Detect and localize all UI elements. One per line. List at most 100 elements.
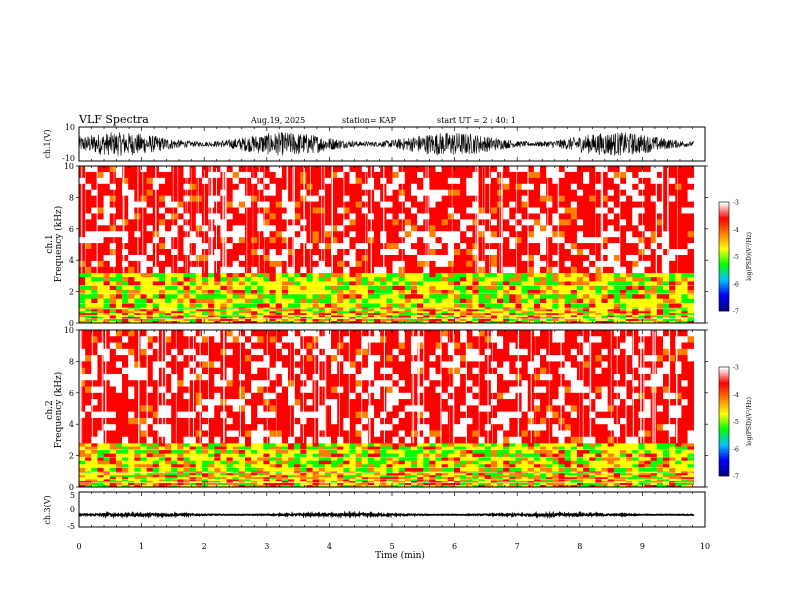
spectrogram-cell: [109, 260, 117, 268]
spectrogram-cell: [441, 260, 449, 268]
spectrogram-cell: [109, 281, 117, 287]
spectrogram-cell: [478, 171, 486, 179]
spectrogram-cell: [214, 453, 221, 458]
spectrogram-cell: [85, 213, 92, 220]
spectrogram-streak: [323, 166, 326, 273]
spectrogram-cell: [158, 249, 166, 256]
spectrogram-cell: [515, 309, 522, 312]
spectrogram-cell: [558, 177, 565, 185]
spectrogram-cell: [146, 285, 154, 291]
spectrogram-cell: [128, 443, 135, 447]
spectrogram-cell: [607, 298, 615, 304]
spectrogram-cell: [294, 321, 301, 324]
spectrogram-cell: [244, 213, 252, 220]
spectrogram-cell: [128, 290, 135, 295]
spectrogram-cell: [460, 479, 467, 482]
spectrogram-cell: [466, 243, 473, 250]
spectrogram-cell: [410, 177, 418, 185]
spectrogram-cell: [208, 446, 215, 451]
spectrogram-cell: [656, 266, 664, 274]
spectrogram-cell: [478, 475, 486, 478]
spectrogram-cell: [349, 207, 356, 214]
spectrogram-cell: [128, 213, 135, 220]
spectrogram-cell: [306, 290, 313, 295]
spectrogram-cell: [122, 311, 129, 314]
spectrogram-cell: [300, 450, 307, 454]
spectrogram-cell: [355, 281, 363, 287]
spectrogram-cell: [355, 457, 363, 461]
spectrogram-cell: [91, 467, 98, 472]
spectrogram-cell: [675, 177, 682, 185]
spectrogram-cell: [626, 321, 633, 324]
spectrogram-cell: [97, 479, 104, 482]
spectrogram-cell: [171, 321, 178, 324]
spectrogram-cell: [503, 311, 510, 314]
spectrogram-cell: [650, 243, 658, 250]
spectrogram-cell: [263, 471, 270, 474]
spectrogram-cell: [453, 294, 461, 299]
spectrogram-cell: [570, 471, 578, 474]
spectrogram-cell: [619, 285, 627, 291]
spectrogram-cell: [601, 195, 608, 202]
spectrogram-cell: [392, 453, 399, 458]
spectrogram-cell: [435, 290, 442, 295]
spectrogram-cell: [576, 313, 584, 316]
frequency-tick-label: 8: [69, 193, 74, 202]
spectrogram-cell: [564, 183, 572, 191]
spectrogram-cell: [613, 272, 621, 278]
spectrogram-cell: [466, 195, 473, 202]
spectrogram-cell: [546, 266, 553, 274]
spectrogram-cell: [288, 237, 295, 244]
spectrogram-cell: [195, 315, 203, 318]
spectrogram-cell: [478, 254, 486, 262]
spectrogram-cell: [374, 464, 381, 469]
spectrogram-cell: [435, 471, 442, 474]
spectrogram-cell: [681, 171, 688, 179]
spectrogram-cell: [533, 254, 541, 262]
spectrogram-cell: [140, 195, 147, 202]
spectrogram-cell: [540, 219, 547, 226]
spectrogram-cell: [158, 171, 166, 179]
spectrogram-cell: [632, 243, 639, 250]
spectrogram-cell: [158, 272, 166, 278]
spectrogram-cell: [583, 302, 590, 308]
spectrogram-cell: [158, 311, 166, 314]
spectrogram-cell: [324, 189, 332, 196]
spectrogram-cell: [306, 483, 313, 486]
spectrogram-cell: [386, 473, 393, 476]
spectrogram-cell: [312, 479, 320, 482]
spectrogram-cell: [318, 290, 326, 295]
spectrogram-cell: [343, 195, 350, 202]
spectrogram-cell: [343, 266, 350, 274]
spectrogram-cell: [663, 277, 670, 282]
spectrogram-cell: [533, 471, 541, 474]
spectrogram-cell: [134, 467, 141, 472]
spectrogram-cell: [201, 485, 209, 488]
spectrogram-cell: [681, 313, 688, 316]
spectrogram-cell: [201, 171, 209, 179]
spectrogram-cell: [570, 272, 578, 278]
spectrogram-cell: [484, 477, 492, 480]
spectrogram-cell: [85, 290, 92, 295]
spectrogram-cell: [669, 189, 676, 196]
spectrogram-cell: [214, 225, 221, 232]
spectrogram-cell: [152, 272, 160, 278]
spectrogram-cell: [589, 272, 596, 278]
spectrogram-cell: [540, 272, 547, 278]
spectrogram-cell: [177, 464, 184, 469]
spectrogram-cell: [318, 453, 326, 458]
spectrogram-cell: [404, 277, 412, 282]
spectrogram-cell: [244, 313, 252, 316]
spectrogram-cell: [533, 473, 541, 476]
spectrogram-cell: [410, 321, 418, 324]
spectrogram-cell: [607, 219, 615, 226]
spectrogram-cell: [134, 309, 141, 312]
spectrogram-cell: [490, 315, 498, 318]
spectrogram-cell: [478, 272, 486, 278]
spectrogram-cell: [589, 277, 596, 282]
spectrogram-cell: [404, 266, 412, 274]
spectrogram-cell: [509, 313, 516, 316]
spectrogram-cell: [257, 260, 264, 268]
spectrogram-cell: [183, 313, 190, 316]
spectrogram-cell: [540, 302, 547, 308]
